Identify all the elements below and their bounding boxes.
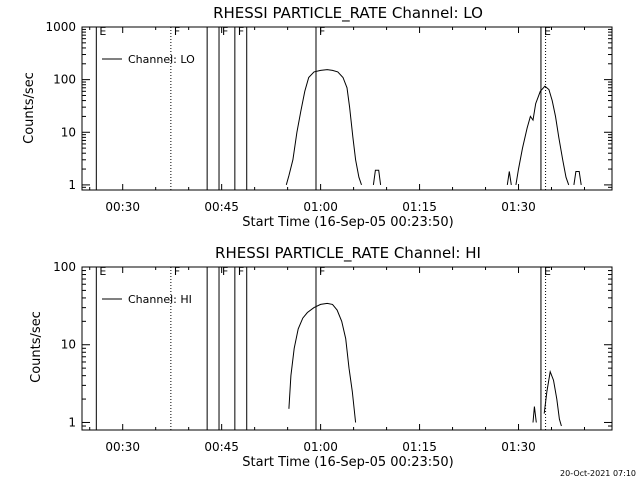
legend-label: Channel: LO: [128, 53, 195, 66]
x-tick-label: 01:00: [303, 440, 338, 454]
series-line: [543, 369, 562, 427]
event-marker-label: E: [544, 25, 551, 38]
series-line: [506, 171, 512, 185]
event-marker-label: E: [99, 25, 106, 38]
series-line: [285, 69, 362, 186]
event-marker-label: F: [319, 265, 325, 278]
event-marker-label: F: [238, 25, 244, 38]
x-axis-label: Start Time (16-Sep-05 00:23:50): [242, 215, 453, 230]
chart-title: RHESSI PARTICLE_RATE Channel: LO: [213, 4, 483, 23]
plot-frame: [81, 26, 613, 191]
hi-channel-panel: RHESSI PARTICLE_RATE Channel: HI Start T…: [29, 244, 613, 470]
y-tick-label: 1000: [45, 20, 76, 34]
event-marker-label: F: [238, 265, 244, 278]
series-line: [515, 85, 570, 186]
chart-title: RHESSI PARTICLE_RATE Channel: HI: [215, 244, 481, 263]
x-tick-label: 01:15: [402, 200, 437, 214]
y-tick-label: 1: [68, 178, 76, 192]
x-tick-label: 00:30: [105, 200, 140, 214]
lo-channel-panel: RHESSI PARTICLE_RATE Channel: LO Start T…: [22, 4, 613, 230]
y-axis-label: Counts/sec: [29, 311, 44, 383]
x-axis-label: Start Time (16-Sep-05 00:23:50): [242, 455, 453, 470]
event-marker-label: F: [222, 265, 228, 278]
event-marker-label: F: [319, 25, 325, 38]
event-marker-label: F: [174, 265, 180, 278]
series-line: [288, 302, 357, 423]
y-tick-label: 1: [68, 415, 76, 429]
y-tick-label: 100: [53, 73, 76, 87]
y-tick-label: 100: [53, 260, 76, 274]
series-line: [573, 171, 582, 185]
y-tick-label: 10: [61, 125, 76, 139]
event-marker-label: F: [222, 25, 228, 38]
x-tick-label: 00:30: [105, 440, 140, 454]
legend-label: Channel: HI: [128, 293, 192, 306]
event-marker-label: E: [99, 265, 106, 278]
x-tick-label: 01:00: [303, 200, 338, 214]
series-line: [372, 169, 382, 185]
y-axis-label: Counts/sec: [22, 72, 37, 144]
event-marker-label: E: [544, 265, 551, 278]
x-tick-label: 01:15: [402, 440, 437, 454]
x-tick-label: 00:45: [204, 440, 239, 454]
generation-timestamp: 20-Oct-2021 07:10: [560, 469, 636, 478]
x-tick-label: 01:30: [501, 440, 536, 454]
x-tick-label: 01:30: [501, 200, 536, 214]
event-marker-label: F: [174, 25, 180, 38]
series-line: [532, 406, 537, 423]
x-tick-label: 00:45: [204, 200, 239, 214]
y-tick-label: 10: [61, 338, 76, 352]
